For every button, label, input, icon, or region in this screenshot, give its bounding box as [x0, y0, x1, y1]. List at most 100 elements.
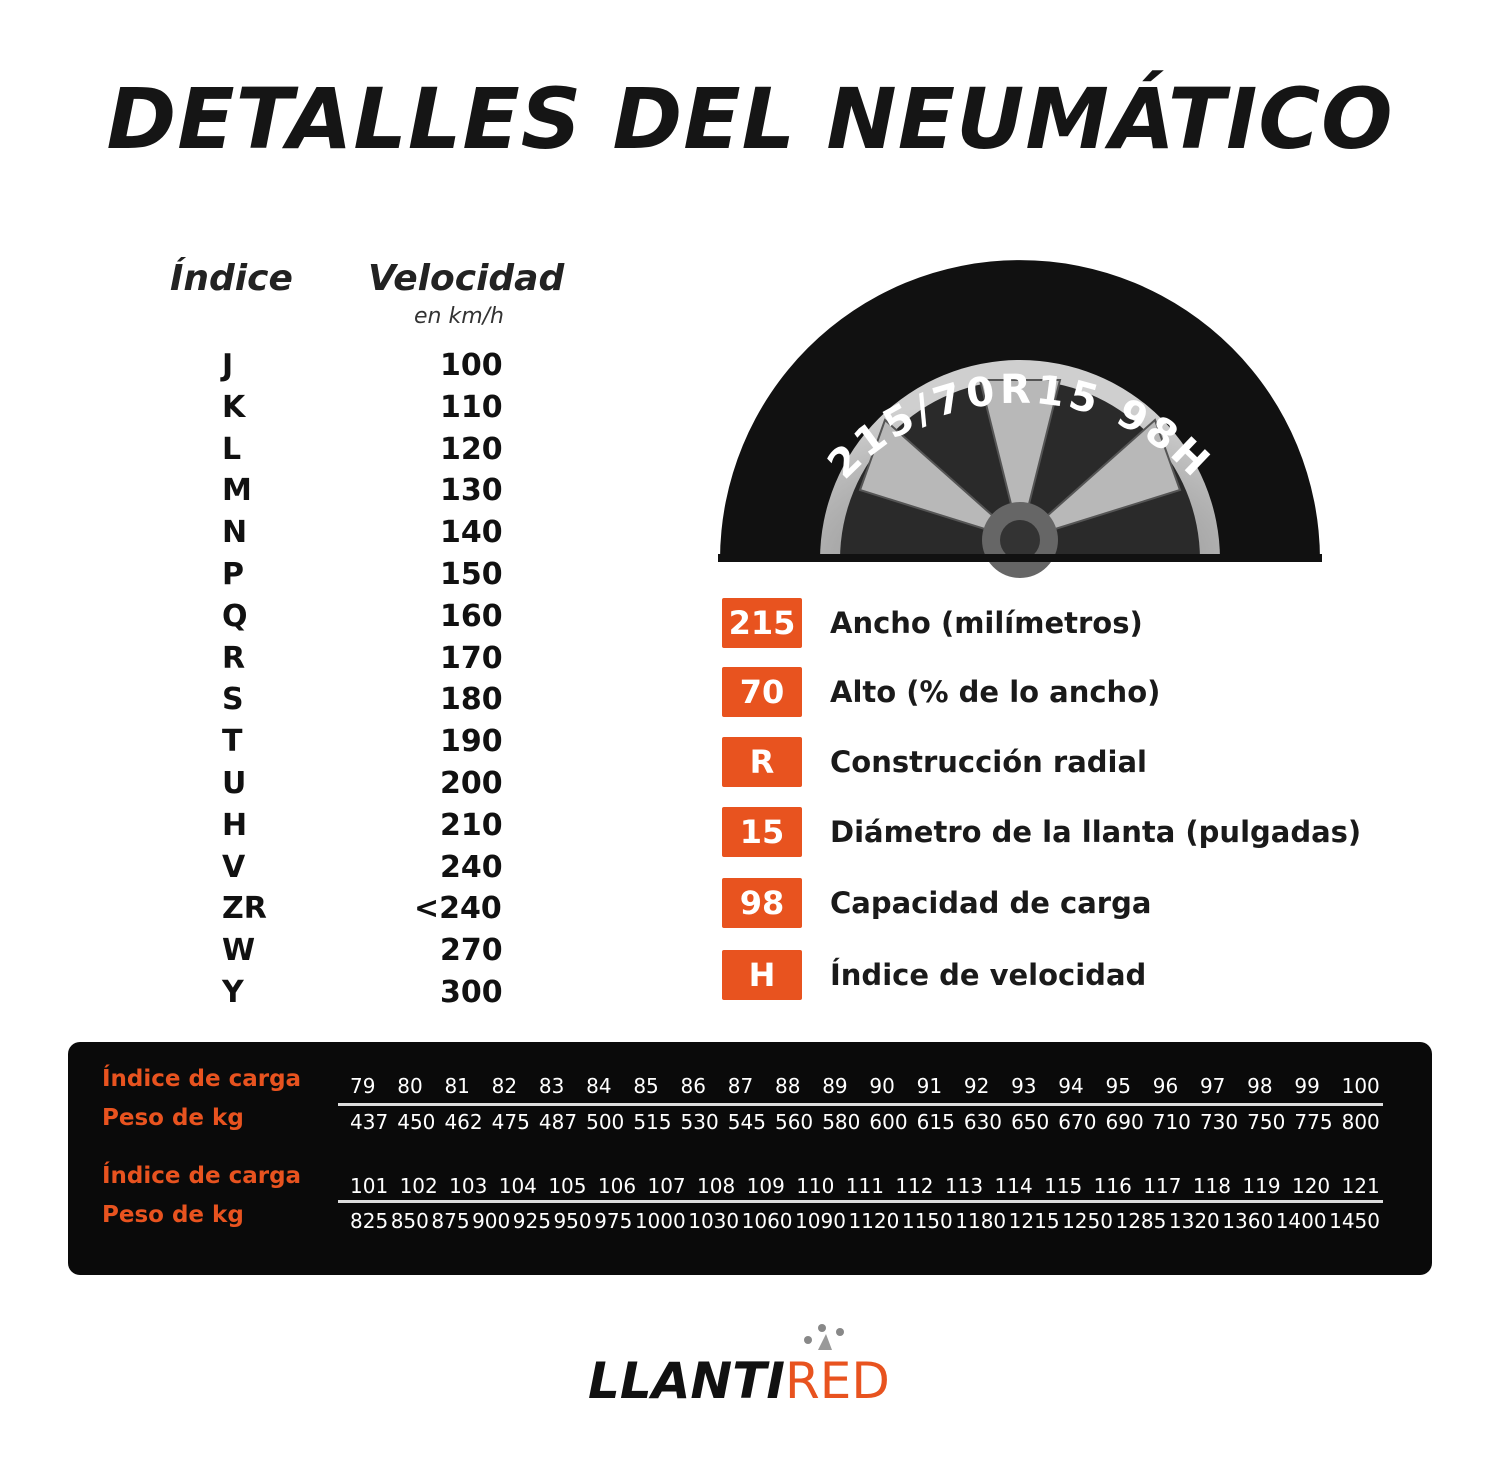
weight-value: 1120: [848, 1209, 900, 1233]
weight-value: 530: [680, 1110, 719, 1134]
load-index-value: 92: [963, 1074, 990, 1098]
speed-index: T: [222, 724, 243, 760]
legend-item: R Construcción radial: [722, 736, 1147, 788]
speed-index: J: [222, 348, 234, 383]
weight-value: 850: [390, 1209, 429, 1233]
load-index-value: 103: [449, 1174, 488, 1198]
weight-value: 775: [1294, 1110, 1333, 1134]
speed-index: P: [222, 557, 244, 592]
load-index-value: 79: [350, 1074, 376, 1098]
load-index-value: 87: [727, 1074, 754, 1098]
weight-value: 950: [553, 1209, 592, 1233]
llantired-logo: LLANTIRED: [588, 1352, 890, 1410]
code-description: Construcción radial: [830, 745, 1147, 779]
code-badge: H: [722, 950, 802, 1000]
load-index-value: 121: [1341, 1174, 1380, 1198]
weight-value: 1360: [1222, 1209, 1274, 1233]
speed-value: 160: [440, 598, 503, 634]
load-index-value: 94: [1058, 1074, 1084, 1098]
load-index-value: 95: [1105, 1074, 1131, 1098]
speed-value: 130: [440, 473, 503, 509]
weight-value: 437: [350, 1110, 389, 1134]
weight-value: 925: [512, 1209, 551, 1233]
load-index-value: 101: [350, 1174, 389, 1198]
weight-value: 580: [822, 1110, 861, 1134]
weight-value: 630: [963, 1110, 1003, 1134]
speed-unit: en km/h: [414, 304, 504, 329]
weight-value: 1250: [1062, 1209, 1113, 1233]
load-index-value: 102: [399, 1174, 438, 1198]
speed-value: 140: [440, 515, 503, 551]
code-badge: 98: [722, 878, 802, 928]
weight-value: 1030: [688, 1209, 740, 1233]
load-index-value: 98: [1247, 1074, 1273, 1098]
load-index-value: 84: [586, 1074, 612, 1098]
load-index-value: 113: [944, 1174, 984, 1198]
weight-value: 462: [444, 1110, 483, 1134]
weight-value: 615: [916, 1110, 955, 1134]
load-index-value: 112: [895, 1174, 934, 1198]
speed-value: 270: [440, 933, 503, 969]
logo-splash-icon: [804, 1324, 844, 1350]
load-index-value: 116: [1093, 1174, 1132, 1198]
weight-value: 1060: [741, 1209, 793, 1233]
weight-value: 1215: [1008, 1209, 1060, 1233]
code-badge: R: [722, 737, 802, 787]
weight-value: 600: [869, 1110, 908, 1134]
weight-value: 1180: [955, 1209, 1007, 1233]
load-index-value: 86: [680, 1074, 706, 1098]
code-badge: 215: [722, 598, 802, 648]
weight-value: 900: [472, 1209, 511, 1233]
weight-value: 670: [1058, 1110, 1097, 1134]
legend-item: 15 Diámetro de la llanta (pulgadas): [722, 806, 1361, 858]
load-index-value: 99: [1294, 1074, 1320, 1098]
weight-value: 1285: [1115, 1209, 1167, 1233]
load-index-value: 110: [796, 1174, 835, 1198]
weight-label: Peso de kg: [102, 1105, 244, 1131]
weight-value: 450: [397, 1110, 436, 1134]
weight-value: 475: [491, 1110, 530, 1134]
weight-value: 1150: [901, 1209, 953, 1233]
code-description: Índice de velocidad: [830, 958, 1147, 992]
speed-index: ZR: [222, 891, 267, 927]
speed-value: 150: [440, 557, 503, 592]
load-index-value: 117: [1143, 1174, 1182, 1198]
load-index-value: 93: [1011, 1074, 1037, 1098]
speed-index: V: [222, 849, 246, 885]
speed-value: 180: [440, 682, 503, 718]
weight-value: 500: [586, 1110, 625, 1134]
speed-index: N: [222, 515, 248, 551]
weight-value: 800: [1341, 1110, 1380, 1134]
weight-value: 1400: [1275, 1209, 1327, 1233]
load-index-value: 90: [869, 1074, 895, 1098]
speed-index: Y: [222, 975, 244, 1010]
load-index-value: 88: [774, 1074, 801, 1098]
index-header: Índice: [170, 258, 293, 299]
speed-value: 120: [440, 431, 503, 467]
load-index-value: 106: [597, 1174, 637, 1198]
load-index-value: 82: [491, 1074, 518, 1098]
weight-value: 875: [431, 1209, 470, 1233]
load-index-value: 83: [538, 1074, 565, 1098]
legend-item: 215 Ancho (milímetros): [722, 597, 1143, 649]
speed-value: 200: [440, 766, 503, 801]
weight-value: 710: [1152, 1110, 1191, 1134]
speed-index: U: [222, 766, 247, 801]
weight-value: 545: [727, 1110, 766, 1134]
speed-value: 300: [440, 975, 503, 1010]
speed-index: L: [222, 431, 242, 467]
speed-index: Q: [222, 598, 248, 634]
weight-value: 975: [594, 1209, 633, 1233]
weight-value: 515: [633, 1110, 672, 1134]
weight-value: 750: [1247, 1110, 1286, 1134]
load-index-value: 105: [548, 1174, 587, 1198]
speed-value: <240: [414, 891, 502, 927]
weight-value: 1450: [1329, 1209, 1380, 1233]
weight-value: 730: [1199, 1110, 1239, 1134]
load-index-label: Índice de carga: [102, 1163, 302, 1189]
load-index-value: 89: [822, 1074, 848, 1098]
speed-index: W: [222, 933, 256, 969]
load-index-value: 81: [444, 1074, 470, 1098]
speed-value: 110: [440, 389, 503, 425]
load-index-value: 120: [1291, 1174, 1331, 1198]
